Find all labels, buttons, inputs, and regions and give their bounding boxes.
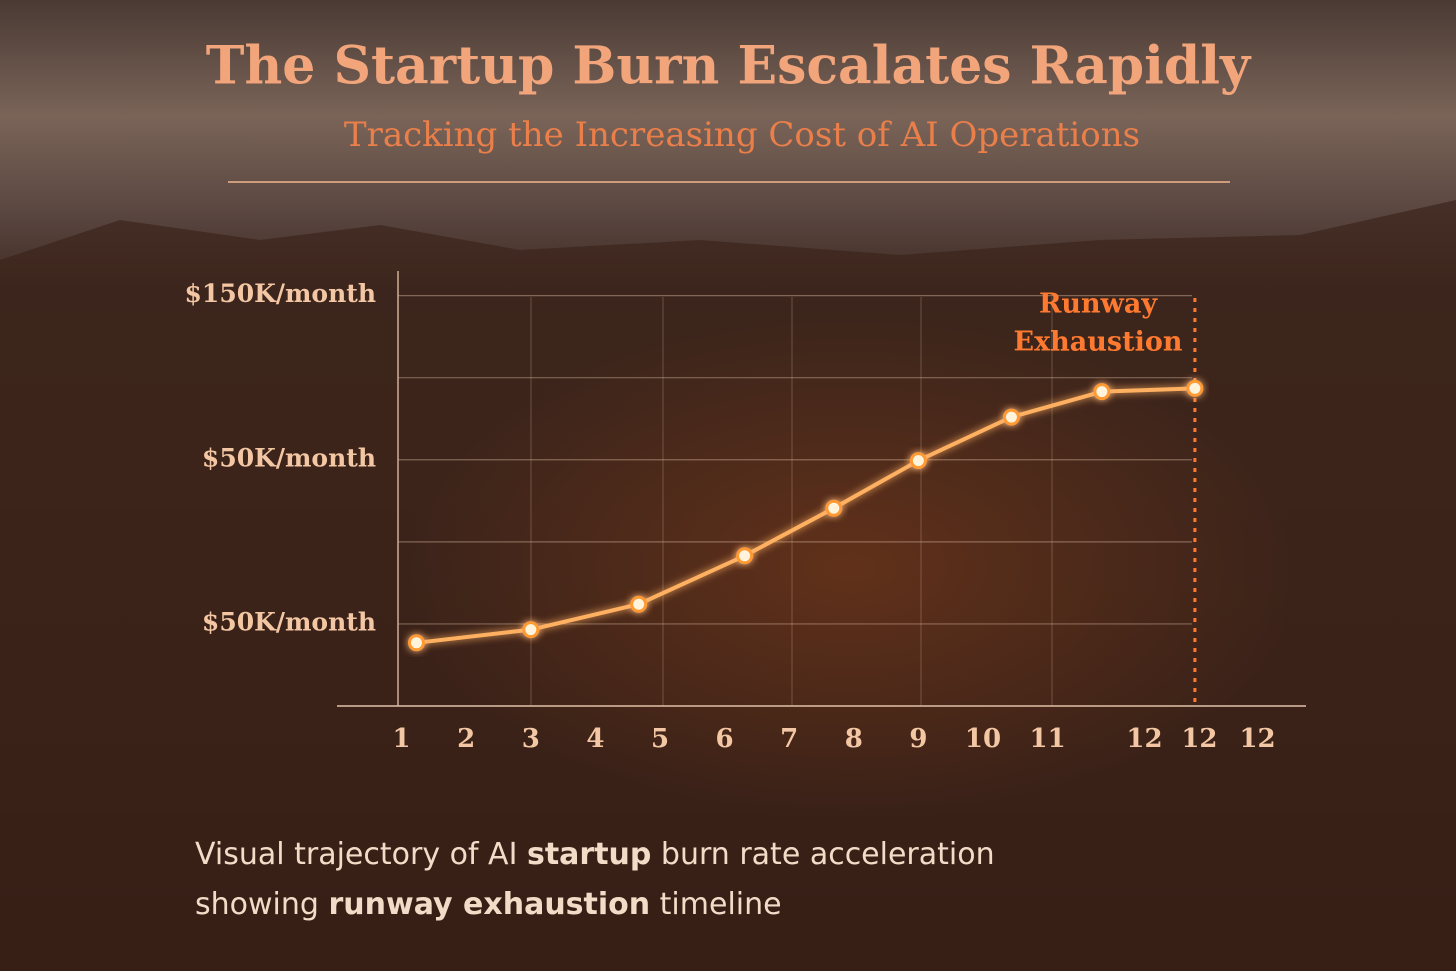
caption-line: showing runway exhaustion timeline bbox=[195, 887, 782, 922]
data-point bbox=[1093, 383, 1111, 401]
caption-text: runway exhaustion bbox=[328, 887, 650, 922]
x-tick-label: 6 bbox=[716, 724, 734, 754]
caption-text: startup bbox=[527, 837, 651, 872]
x-tick-label: 3 bbox=[522, 724, 540, 754]
caption-line: Visual trajectory of AI startup burn rat… bbox=[195, 837, 995, 872]
x-tick-label: 2 bbox=[457, 724, 475, 754]
y-tick-label: $150K/month bbox=[185, 279, 376, 308]
data-point bbox=[407, 634, 425, 652]
data-point bbox=[522, 621, 540, 639]
x-tick-label: 11 bbox=[1030, 724, 1066, 754]
caption-text: Visual trajectory of AI bbox=[195, 837, 527, 872]
x-tick-label: 4 bbox=[586, 724, 604, 754]
data-point bbox=[630, 595, 648, 613]
annotation-text: Runway bbox=[1039, 289, 1158, 320]
x-tick-label: 7 bbox=[780, 724, 798, 754]
y-tick-label: $50K/month bbox=[202, 443, 376, 472]
x-tick-label: 1 bbox=[393, 724, 411, 754]
caption-text: timeline bbox=[650, 887, 781, 922]
data-point bbox=[909, 452, 927, 470]
caption-text: burn rate acceleration bbox=[651, 837, 994, 872]
data-point bbox=[825, 499, 843, 517]
x-tick-label: 12 bbox=[1239, 724, 1275, 754]
x-tick-label: 12 bbox=[1181, 724, 1217, 754]
data-point bbox=[736, 547, 754, 565]
glow-area bbox=[300, 260, 1300, 820]
data-point bbox=[1002, 408, 1020, 426]
x-tick-label: 5 bbox=[651, 724, 669, 754]
x-tick-label: 8 bbox=[845, 724, 863, 754]
annotation-text: Exhaustion bbox=[1013, 327, 1182, 358]
data-point bbox=[1186, 379, 1204, 397]
x-tick-label: 12 bbox=[1126, 724, 1162, 754]
x-tick-label: 10 bbox=[965, 724, 1001, 754]
chart-subtitle: Tracking the Increasing Cost of AI Opera… bbox=[344, 115, 1140, 155]
caption-text: showing bbox=[195, 887, 328, 922]
chart-title: The Startup Burn Escalates Rapidly bbox=[206, 36, 1252, 97]
y-tick-label: $50K/month bbox=[202, 607, 376, 636]
x-tick-label: 9 bbox=[909, 724, 927, 754]
